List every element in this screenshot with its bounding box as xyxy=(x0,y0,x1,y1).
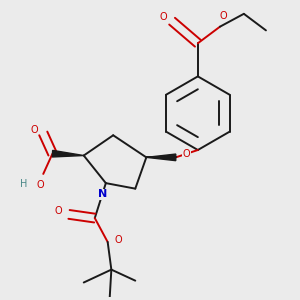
Text: H: H xyxy=(20,179,28,189)
Text: O: O xyxy=(114,235,122,245)
Text: O: O xyxy=(220,11,227,21)
Text: O: O xyxy=(55,206,62,216)
Text: O: O xyxy=(183,149,190,159)
Text: O: O xyxy=(37,180,44,190)
Polygon shape xyxy=(52,150,84,157)
Text: O: O xyxy=(30,125,38,135)
Text: N: N xyxy=(98,189,107,199)
Text: O: O xyxy=(159,13,167,22)
Polygon shape xyxy=(146,154,176,161)
